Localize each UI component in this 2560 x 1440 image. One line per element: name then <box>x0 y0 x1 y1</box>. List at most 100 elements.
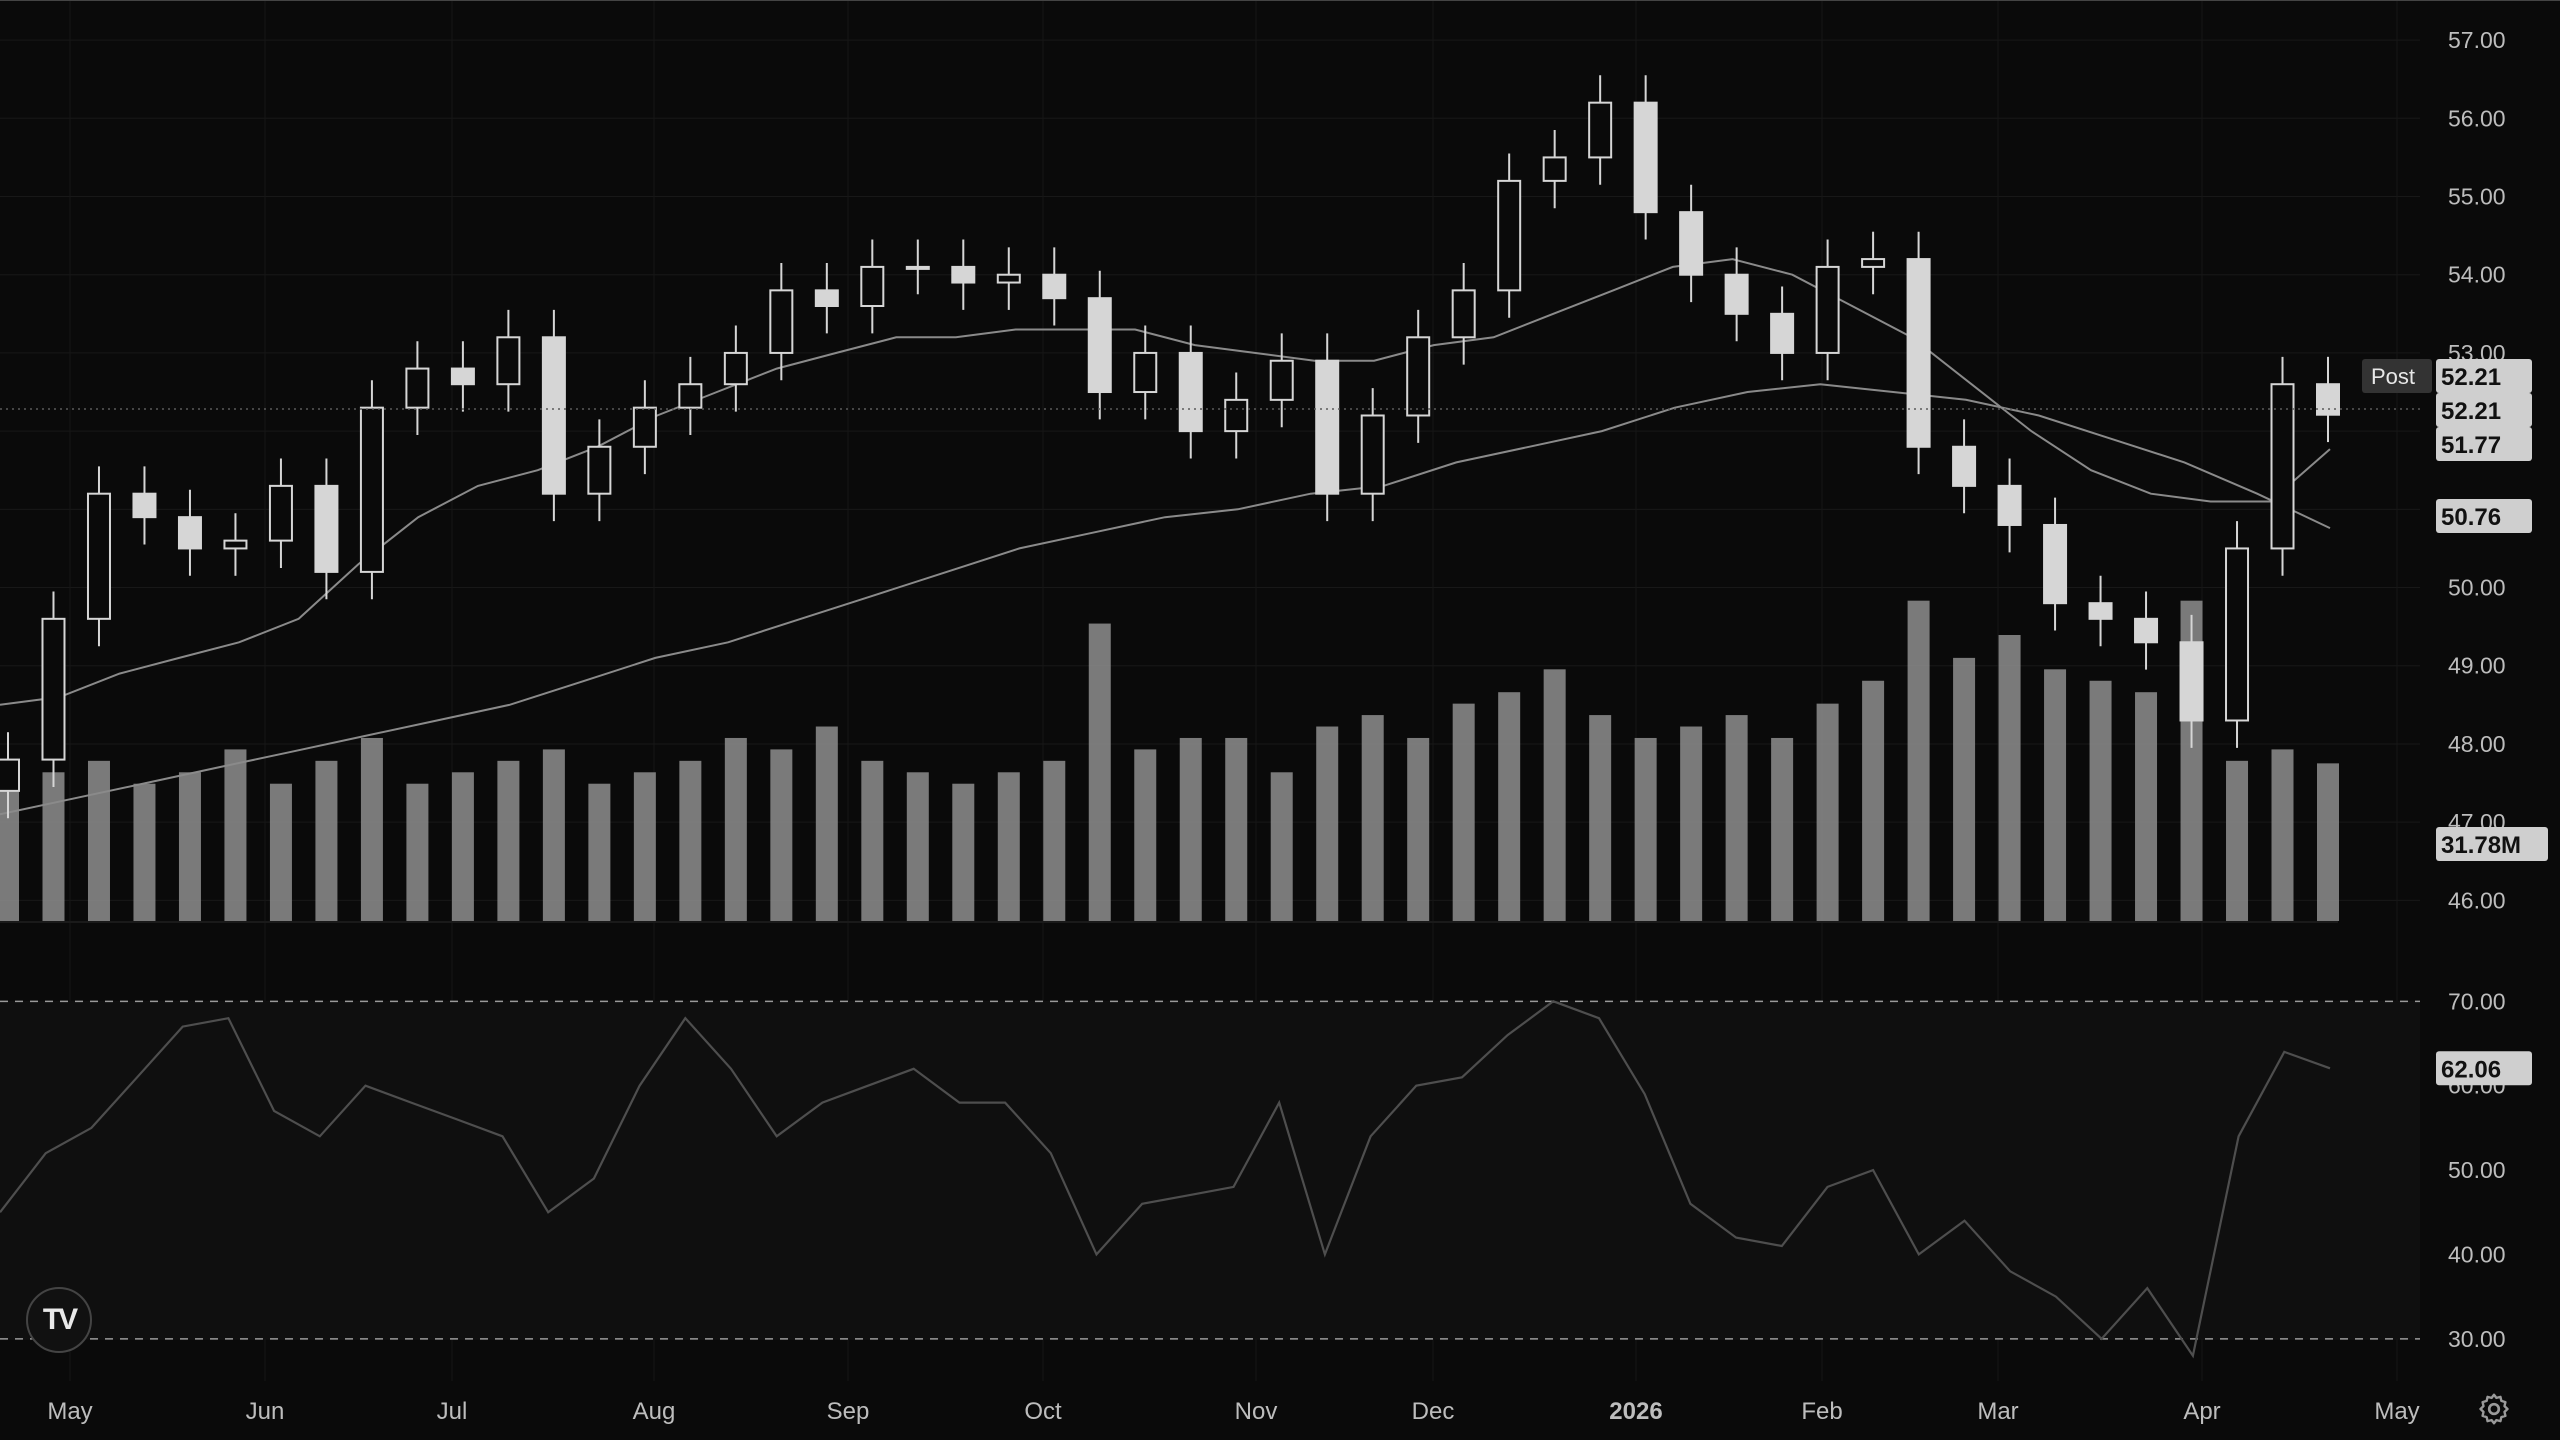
rsi-tick-label: 50.00 <box>2448 1157 2506 1183</box>
sma-50-label: 51.77 <box>2441 432 2501 459</box>
candle-body <box>450 367 475 386</box>
time-tick-label: Nov <box>1235 1398 1278 1425</box>
candle-body <box>1679 211 1704 276</box>
volume-bar <box>360 737 383 921</box>
candle-body <box>2270 383 2295 550</box>
candles <box>0 75 2340 819</box>
tradingview-logo-icon[interactable]: TV <box>26 1287 92 1353</box>
volume-bar <box>133 783 156 921</box>
volume-bar <box>1725 715 1748 921</box>
candle-body <box>405 367 430 409</box>
volume-bar <box>269 783 292 921</box>
volume-bar <box>1225 737 1248 921</box>
volume-bar <box>315 760 338 921</box>
volume-bar <box>1862 680 1885 921</box>
candle-body <box>1406 336 1431 417</box>
sma-50-label-bg <box>2436 427 2532 461</box>
candle-body <box>1133 351 1158 394</box>
volume-bar <box>906 772 929 921</box>
volume-bar <box>1316 726 1339 921</box>
time-tick-label: 2026 <box>1609 1398 1662 1425</box>
candle-body <box>1997 484 2022 526</box>
candle-body <box>1861 258 1886 268</box>
volume-bar <box>497 760 520 921</box>
candle-body <box>1906 258 1931 448</box>
candle-body <box>359 406 384 573</box>
volume-bar <box>952 783 975 921</box>
candle-body <box>723 351 748 386</box>
candle-body <box>1360 414 1385 495</box>
volume-bar <box>178 772 201 921</box>
volume-bars <box>0 600 2339 921</box>
volume-bar <box>2135 692 2158 921</box>
sma-50-line <box>0 258 2331 706</box>
candle-body <box>1315 359 1340 495</box>
time-tick-label: Dec <box>1412 1398 1455 1425</box>
candle-body <box>678 383 703 409</box>
volume-bar <box>1998 635 2021 921</box>
volume-bar <box>1179 737 1202 921</box>
volume-label: 31.78M <box>2441 832 2521 859</box>
volume-bar <box>1589 715 1612 921</box>
rsi-value-label: 62.06 <box>2441 1056 2501 1083</box>
time-tick-label: Jul <box>437 1398 468 1425</box>
volume-bar <box>1771 737 1794 921</box>
post-price-label: 52.21 <box>2441 364 2501 391</box>
candle-body <box>1269 359 1294 401</box>
volume-bar <box>1543 669 1566 921</box>
time-tick-label: Oct <box>1024 1398 1062 1425</box>
volume-bar <box>1816 703 1839 921</box>
volume-bar <box>1953 657 1976 921</box>
candle-body <box>2225 547 2250 722</box>
candle-body <box>1451 289 1476 339</box>
candle-body <box>268 484 293 542</box>
candle-body <box>860 265 885 307</box>
volume-bar <box>0 783 19 921</box>
time-axis[interactable]: May Jun Jul Aug Sep Oct Nov Dec 2026 Feb Mar Apr May <box>47 1398 2419 1425</box>
volume-bar <box>1043 760 1066 921</box>
time-tick-label: Aug <box>633 1398 676 1425</box>
candle-body <box>86 492 111 620</box>
candle-body <box>951 265 976 284</box>
pane-separator[interactable] <box>0 921 2338 923</box>
volume-bar <box>2271 749 2294 921</box>
last-price-label-bg <box>2436 393 2532 427</box>
volume-bar <box>588 783 611 921</box>
post-badge: Post <box>2371 364 2415 389</box>
gear-icon[interactable] <box>2476 1391 2512 1427</box>
rsi-tick-label: 70.00 <box>2448 988 2506 1014</box>
rsi-tick-label: 30.00 <box>2448 1326 2506 1352</box>
candle-body <box>2088 602 2113 620</box>
candle-body <box>1952 445 1977 487</box>
candle-body <box>1224 398 1249 433</box>
volume-bar <box>1088 623 1111 921</box>
candle-body <box>314 484 339 573</box>
candle-body <box>1042 273 1067 300</box>
volume-bar <box>2317 763 2339 921</box>
volume-bar <box>542 749 565 921</box>
candle-body <box>1178 351 1203 433</box>
rsi-line <box>0 1000 2331 1359</box>
volume-bar <box>1498 692 1521 921</box>
rsi-value-label-bg <box>2436 1051 2532 1086</box>
candle-body <box>587 445 612 495</box>
price-axis[interactable]: 57.0056.0055.0054.0053.0052.0051.0050.00… <box>2448 27 2506 1352</box>
candle-body <box>41 617 66 761</box>
candle-body <box>632 406 657 448</box>
volume-bar <box>770 749 793 921</box>
candle-body <box>1588 101 1613 159</box>
time-tick-label: Apr <box>2183 1398 2220 1425</box>
logo-text: TV <box>42 1303 78 1336</box>
rsi-tick-label: 40.00 <box>2448 1241 2506 1267</box>
time-tick-label: Jun <box>246 1398 285 1425</box>
price-tick-label: 55.00 <box>2448 184 2506 210</box>
candle-body <box>1497 179 1522 292</box>
candle-body <box>905 265 930 270</box>
candle-body <box>1542 156 1567 182</box>
candle-body <box>814 289 839 308</box>
volume-bar <box>42 772 65 921</box>
price-labels: Post 52.21 52.21 51.77 50.76 31.78M 62.06 <box>2362 359 2548 1086</box>
volume-bar <box>224 749 247 921</box>
candle-body <box>996 273 1021 284</box>
